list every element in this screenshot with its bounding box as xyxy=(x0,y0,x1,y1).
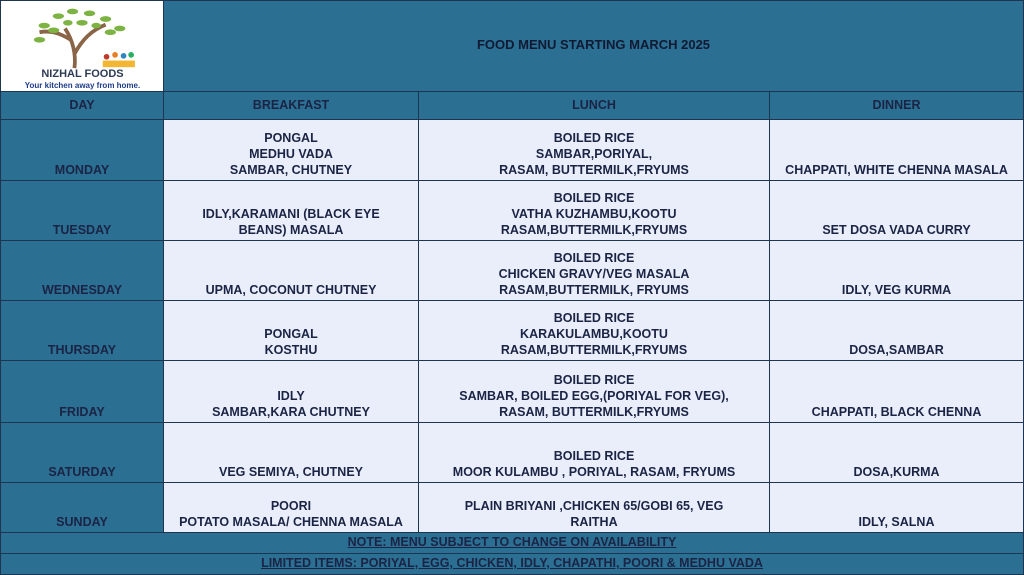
lunch-cell: PLAIN BRIYANI ,CHICKEN 65/GOBI 65, VEG RA… xyxy=(418,482,770,533)
breakfast-item: KOSTHU xyxy=(264,343,318,357)
brand-name: NIZHAL FOODS xyxy=(41,68,124,80)
lunch-item: MOOR KULAMBU , PORIYAL, RASAM, FRYUMS xyxy=(452,465,736,479)
day-cell: WEDNESDAY xyxy=(0,240,164,301)
lunch-cell: BOILED RICE SAMBAR, BOILED EGG,(PORIYAL F… xyxy=(418,360,770,423)
header-lunch: LUNCH xyxy=(418,91,770,120)
dinner-cell: IDLY, VEG KURMA xyxy=(768,240,1024,301)
dinner-item: CHAPPATI, WHITE CHENNA MASALA xyxy=(785,163,1008,177)
breakfast-item: POORI xyxy=(270,499,312,513)
lunch-item: BOILED RICE xyxy=(553,373,635,387)
lunch-cell: BOILED RICE MOOR KULAMBU , PORIYAL, RASAM… xyxy=(418,422,770,483)
logo: NIZHAL FOODS Your kitchen away from home… xyxy=(0,0,164,92)
lunch-item: BOILED RICE xyxy=(553,251,635,265)
lunch-item: RAITHA xyxy=(570,515,618,529)
dinner-cell: CHAPPATI, WHITE CHENNA MASALA xyxy=(768,119,1024,181)
dinner-cell: IDLY, SALNA xyxy=(768,482,1024,533)
breakfast-item: BEANS) MASALA xyxy=(238,223,344,237)
dinner-item: SET DOSA VADA CURRY xyxy=(822,223,971,237)
menu-row: THURSDAY PONGAL KOSTHU BOILED RICE KARAKULAM… xyxy=(0,300,1024,361)
lunch-item: RASAM, BUTTERMILK,FRYUMS xyxy=(499,405,689,419)
header-dinner: DINNER xyxy=(768,91,1024,120)
menu-row: SATURDAY VEG SEMIYA, CHUTNEY BOILED RICE MO… xyxy=(0,422,1024,483)
lunch-cell: BOILED RICE VATHA KUZHAMBU,KOOTU RASAM,BUT… xyxy=(418,180,770,241)
dinner-item: IDLY, SALNA xyxy=(858,515,935,529)
breakfast-item: VEG SEMIYA, CHUTNEY xyxy=(218,465,363,479)
lunch-item: RASAM,BUTTERMILK,FRYUMS xyxy=(500,223,688,237)
lunch-item: RASAM,BUTTERMILK,FRYUMS xyxy=(500,343,688,357)
lunch-cell: BOILED RICE SAMBAR,PORIYAL, RASAM, BUTTERM… xyxy=(418,119,770,181)
breakfast-item: SAMBAR, CHUTNEY xyxy=(229,163,353,177)
day-cell: TUESDAY xyxy=(0,180,164,241)
header-day: DAY xyxy=(0,91,164,120)
dinner-item: DOSA,KURMA xyxy=(853,465,940,479)
breakfast-item: MEDHU VADA xyxy=(249,147,333,161)
day-cell: MONDAY xyxy=(0,119,164,181)
lunch-cell: BOILED RICE CHICKEN GRAVY/VEG MASALA RASAM… xyxy=(418,240,770,301)
day-cell: SATURDAY xyxy=(0,422,164,483)
lunch-item: PLAIN BRIYANI ,CHICKEN 65/GOBI 65, VEG xyxy=(464,499,724,513)
dinner-item: DOSA,SAMBAR xyxy=(849,343,944,357)
day-cell: THURSDAY xyxy=(0,300,164,361)
lunch-item: RASAM,BUTTERMILK, FRYUMS xyxy=(499,283,689,297)
menu-row: WEDNESDAY UPMA, COCONUT CHUTNEY BOILED RIC… xyxy=(0,240,1024,301)
breakfast-item: SAMBAR,KARA CHUTNEY xyxy=(212,405,370,419)
dinner-cell: DOSA,SAMBAR xyxy=(768,300,1024,361)
menu-row: FRIDAY IDLY SAMBAR,KARA CHUTNEY BOILED RICE… xyxy=(0,360,1024,423)
dinner-cell: SET DOSA VADA CURRY xyxy=(768,180,1024,241)
dinner-cell: CHAPPATI, BLACK CHENNA xyxy=(768,360,1024,423)
page-title: FOOD MENU STARTING MARCH 2025 xyxy=(162,0,1024,92)
limited-items-note: LIMITED ITEMS: PORIYAL, EGG, CHICKEN, ID… xyxy=(0,553,1024,575)
lunch-item: BOILED RICE xyxy=(553,191,635,205)
dinner-cell: DOSA,KURMA xyxy=(768,422,1024,483)
breakfast-item: POTATO MASALA/ CHENNA MASALA xyxy=(179,515,403,529)
breakfast-cell: UPMA, COCONUT CHUTNEY xyxy=(163,240,419,301)
breakfast-cell: PONGAL MEDHU VADA SAMBAR, CHUTNEY xyxy=(163,119,419,181)
brand-tagline: Your kitchen away from home. xyxy=(24,81,141,90)
day-cell: FRIDAY xyxy=(0,360,164,423)
breakfast-item: PONGAL xyxy=(264,327,318,341)
lunch-item: BOILED RICE xyxy=(553,311,635,325)
day-cell: SUNDAY xyxy=(0,482,164,533)
menu-row: SUNDAY POORI POTATO MASALA/ CHENNA MASALA P… xyxy=(0,482,1024,533)
dinner-item: CHAPPATI, BLACK CHENNA xyxy=(811,405,982,419)
lunch-item: SAMBAR, BOILED EGG,(PORIYAL FOR VEG), xyxy=(459,389,729,403)
header-breakfast: BREAKFAST xyxy=(163,91,419,120)
breakfast-cell: IDLY SAMBAR,KARA CHUTNEY xyxy=(163,360,419,423)
menu-row: MONDAY PONGAL MEDHU VADA SAMBAR, CHUTNEY BOI… xyxy=(0,119,1024,181)
breakfast-cell: VEG SEMIYA, CHUTNEY xyxy=(163,422,419,483)
breakfast-item: PONGAL xyxy=(264,131,318,145)
breakfast-item: IDLY,KARAMANI (BLACK EYE xyxy=(202,207,380,221)
lunch-item: KARAKULAMBU,KOOTU xyxy=(520,327,668,341)
breakfast-item: UPMA, COCONUT CHUTNEY xyxy=(205,283,377,297)
menu-row: TUESDAY IDLY,KARAMANI (BLACK EYE BEANS) MA… xyxy=(0,180,1024,241)
lunch-item: SAMBAR,PORIYAL, xyxy=(535,147,653,161)
lunch-cell: BOILED RICE KARAKULAMBU,KOOTU RASAM,BUTTER… xyxy=(418,300,770,361)
breakfast-item: IDLY xyxy=(277,389,305,403)
lunch-item: BOILED RICE xyxy=(553,449,635,463)
availability-note: NOTE: MENU SUBJECT TO CHANGE ON AVAILABI… xyxy=(0,532,1024,554)
lunch-item: BOILED RICE xyxy=(553,131,635,145)
tree-logo-icon xyxy=(33,8,135,69)
lunch-item: RASAM, BUTTERMILK,FRYUMS xyxy=(499,163,689,177)
breakfast-cell: POORI POTATO MASALA/ CHENNA MASALA xyxy=(163,482,419,533)
lunch-item: VATHA KUZHAMBU,KOOTU xyxy=(511,207,677,221)
dinner-item: IDLY, VEG KURMA xyxy=(841,283,952,297)
lunch-item: CHICKEN GRAVY/VEG MASALA xyxy=(498,267,690,281)
breakfast-cell: PONGAL KOSTHU xyxy=(163,300,419,361)
breakfast-cell: IDLY,KARAMANI (BLACK EYE BEANS) MASALA xyxy=(163,180,419,241)
